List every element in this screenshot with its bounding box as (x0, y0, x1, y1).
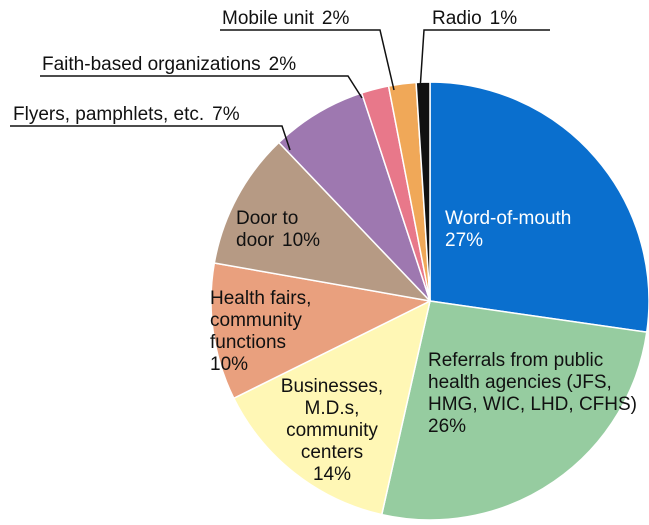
slice-label: Referrals from public health agencies (J… (428, 350, 643, 438)
value-label: 2% (321, 8, 350, 29)
category-label: Door to door (236, 208, 299, 251)
slice-label: Faith-based organizations 2% (42, 54, 382, 76)
category-label: Mobile unit (222, 8, 314, 29)
category-label: Radio (432, 8, 482, 29)
leader-line (40, 75, 363, 99)
value-label: 10% (210, 354, 249, 375)
leader-line (220, 29, 395, 91)
slice-label: Mobile unit 2% (222, 8, 422, 30)
value-label: 2% (268, 54, 297, 75)
slice (380, 300, 648, 521)
slice (429, 81, 649, 334)
slice (415, 81, 431, 302)
category-label: Health fairs, community functions (210, 288, 312, 353)
category-label: Referrals from public health agencies (J… (428, 350, 637, 415)
slice (210, 262, 433, 400)
value-label: 27% (445, 230, 484, 251)
value-label: 26% (428, 416, 467, 437)
category-label: Word-of-mouth (445, 208, 572, 229)
value-label: 10% (282, 230, 321, 251)
slice (232, 299, 432, 516)
slice-label: Word-of-mouth 27% (445, 208, 645, 252)
slices (210, 81, 649, 521)
value-label: 14% (312, 464, 352, 485)
value-label: 1% (489, 8, 518, 29)
slice-label: Businesses, M.D.s, community centers 14% (262, 376, 402, 486)
category-label: Faith-based organizations (42, 54, 261, 75)
slice (213, 141, 433, 303)
slice-label: Radio 1% (432, 8, 582, 30)
slice-label: Flyers, pamphlets, etc. 7% (13, 104, 303, 126)
category-label: Businesses, M.D.s, community centers (280, 376, 384, 463)
value-label: 7% (212, 104, 240, 125)
slice-label: Health fairs, community functions 10% (210, 288, 335, 376)
leader-line (419, 29, 550, 91)
leader-line (10, 125, 291, 151)
category-label: Flyers, pamphlets, etc. (13, 104, 205, 125)
slice-label: Door to door 10% (236, 208, 346, 252)
leader-lines (10, 29, 550, 151)
